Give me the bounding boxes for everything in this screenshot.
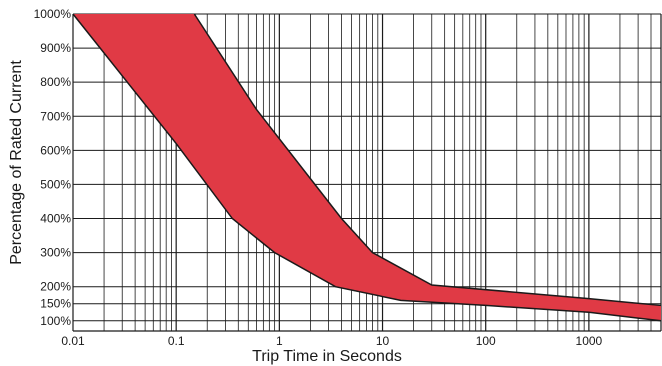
max-trip-curve xyxy=(193,13,662,307)
x-axis-title: Trip Time in Seconds xyxy=(252,348,402,365)
y-tick-label: 600% xyxy=(40,143,71,157)
y-tick-label: 200% xyxy=(40,280,71,294)
y-tick-label: 150% xyxy=(40,297,71,311)
y-tick-labels: 100% 150% 200% 300% 400% 500% 600% 700% 800% 900%… xyxy=(34,7,72,328)
y-tick-label: 800% xyxy=(40,75,71,89)
min-trip-curve xyxy=(72,13,662,322)
y-tick-label: 500% xyxy=(40,177,71,191)
x-tick-label: 0.01 xyxy=(61,334,85,348)
y-tick-label: 900% xyxy=(40,41,71,55)
x-tick-label: 1 xyxy=(276,334,283,348)
x-tick-label: 0.1 xyxy=(168,334,185,348)
y-tick-label: 700% xyxy=(40,109,71,123)
y-axis-title: Percentage of Rated Current xyxy=(8,60,25,265)
y-tick-label: 300% xyxy=(40,246,71,260)
x-tick-label: 1000 xyxy=(576,334,603,348)
y-tick-label: 400% xyxy=(40,212,71,226)
y-tick-label: 100% xyxy=(40,314,71,328)
trip-band-area xyxy=(73,14,661,321)
x-tick-label: 10 xyxy=(376,334,390,348)
trip-band xyxy=(72,13,662,322)
x-tick-labels: 0.01 0.1 1 10 100 1000 xyxy=(61,334,602,348)
y-tick-label: 1000% xyxy=(34,7,72,21)
x-tick-label: 100 xyxy=(476,334,496,348)
